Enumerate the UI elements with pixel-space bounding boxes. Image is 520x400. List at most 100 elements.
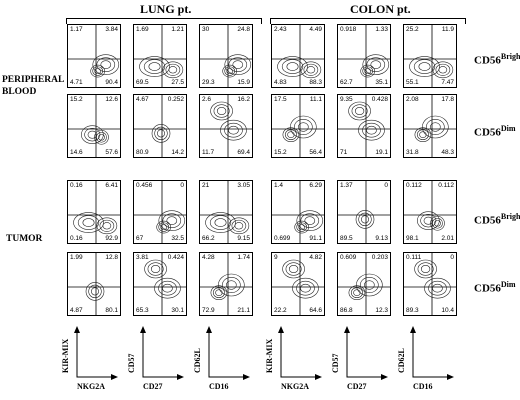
contour-plot-tumor-dim-6: 0.111 0 89.3 10.4 <box>403 252 457 316</box>
quadrant-value-tr: 0.252 <box>167 96 184 103</box>
quadrant-value-bl: 4.87 <box>70 307 83 314</box>
contour-ring <box>87 130 97 139</box>
axis-legend-5: CD57 CD27 <box>331 325 391 395</box>
x-arrowhead <box>177 374 184 380</box>
contour-graphic <box>404 253 456 315</box>
contour-ring <box>234 222 244 230</box>
contour-ring <box>222 277 241 293</box>
quadrant-value-tr: 3.84 <box>105 26 118 33</box>
quadrant-value-br: 9.13 <box>375 235 388 242</box>
contour-ring <box>162 213 182 228</box>
contour-ring <box>409 56 440 77</box>
contour-ring <box>348 101 371 121</box>
quadrant-value-tr: 17.8 <box>441 96 454 103</box>
contour-ring <box>438 66 448 74</box>
quadrant-value-tl: 0.112 <box>406 182 422 189</box>
x-axis-label: CD16 <box>413 382 433 391</box>
contour-ring <box>99 219 115 232</box>
quadrant-value-tl: 30 <box>202 26 210 33</box>
quadrant-value-tl: 4.28 <box>202 254 215 261</box>
contour-ring <box>358 212 372 227</box>
contour-ring <box>224 122 243 138</box>
contour-ring <box>300 61 322 79</box>
quadrant-value-bl: 72.9 <box>202 307 215 314</box>
contour-plot-tumor-bright-3: 21 3.05 66.2 9.15 <box>199 180 253 244</box>
quadrant-value-bl: 31.8 <box>406 149 419 156</box>
quadrant-value-br: 80.1 <box>105 307 118 314</box>
contour-ring <box>294 119 313 135</box>
contour-graphic <box>272 25 324 87</box>
quadrant-value-tr: 1.74 <box>237 254 250 261</box>
contour-ring <box>98 133 105 141</box>
contour-plot-tumor-dim-3: 4.28 1.74 72.9 21.1 <box>199 252 253 316</box>
contour-ring <box>228 217 250 235</box>
contour-plot-blood-dim-3: 2.6 16.2 11.7 69.4 <box>199 94 253 158</box>
axis-lines <box>76 329 115 378</box>
contour-ring <box>296 210 324 231</box>
contour-ring <box>213 104 230 118</box>
contour-graphic <box>68 95 120 157</box>
quadrant-value-br: 88.3 <box>309 79 322 86</box>
quadrant-value-bl: 67 <box>136 235 144 242</box>
x-axis-label: NKG2A <box>281 382 309 391</box>
quadrant-value-tl: 1.4 <box>274 182 284 189</box>
x-axis-label: CD27 <box>143 382 163 391</box>
quadrant-value-tl: 21 <box>202 182 210 189</box>
contour-ring <box>414 127 432 142</box>
lung-header-rule <box>66 18 262 19</box>
contour-ring <box>281 59 304 74</box>
contour-ring <box>154 277 181 299</box>
axis-arrows <box>278 326 322 380</box>
contour-ring <box>432 217 443 229</box>
contour-ring <box>157 129 165 138</box>
contour-ring <box>282 127 300 142</box>
lung-rule-tick-right <box>261 18 262 24</box>
contour-graphic <box>272 181 324 243</box>
quadrant-value-tr: 0.428 <box>371 96 388 103</box>
contour-ring <box>216 107 227 115</box>
quadrant-value-tr: 1.33 <box>375 26 388 33</box>
y-arrowhead <box>206 326 212 333</box>
contour-ring <box>151 124 171 143</box>
quadrant-value-bl: 89.5 <box>340 235 353 242</box>
contour-ring <box>360 277 379 293</box>
contour-ring <box>214 218 227 227</box>
contour-ring <box>277 56 308 77</box>
axis-arrows <box>206 326 250 380</box>
contour-ring <box>96 217 118 235</box>
contour-ring <box>362 122 381 138</box>
contour-ring <box>160 224 168 231</box>
quadrant-value-tr: 3.05 <box>237 182 250 189</box>
contour-ring <box>360 64 376 78</box>
contour-ring <box>353 289 361 296</box>
x-arrowhead <box>243 374 250 380</box>
contour-ring <box>428 280 447 296</box>
contour-ring <box>162 283 173 293</box>
contour-plot-blood-dim-5: 9.35 0.428 71 19.1 <box>337 94 391 158</box>
y-axis-label: CD62L <box>397 348 406 373</box>
contour-ring <box>361 215 369 224</box>
contour-ring <box>143 59 166 74</box>
contour-graphic <box>68 25 120 87</box>
contour-ring <box>351 104 368 118</box>
contour-ring <box>228 125 239 135</box>
contour-graphic <box>338 181 390 243</box>
x-arrowhead <box>315 374 322 380</box>
contour-ring <box>90 64 106 78</box>
contour-ring <box>364 68 372 75</box>
quadrant-value-br: 14.2 <box>171 149 184 156</box>
tumor-label: TUMOR <box>6 234 43 244</box>
quadrant-value-bl: 15.2 <box>274 149 287 156</box>
quadrant-value-tl: 15.2 <box>70 96 83 103</box>
contour-ring <box>418 62 431 71</box>
contour-ring <box>294 220 310 234</box>
axis-arrows <box>344 326 388 380</box>
quadrant-value-bl: 86.8 <box>340 307 353 314</box>
contour-plot-blood-dim-6: 2.08 17.8 31.8 48.3 <box>403 94 457 158</box>
contour-ring <box>306 66 316 74</box>
peripheral-label-line2: BLOOD <box>2 87 37 97</box>
contour-graphic <box>404 181 456 243</box>
contour-ring <box>226 280 237 290</box>
lung-header: LUNG pt. <box>140 2 192 16</box>
x-arrowhead <box>111 374 118 380</box>
